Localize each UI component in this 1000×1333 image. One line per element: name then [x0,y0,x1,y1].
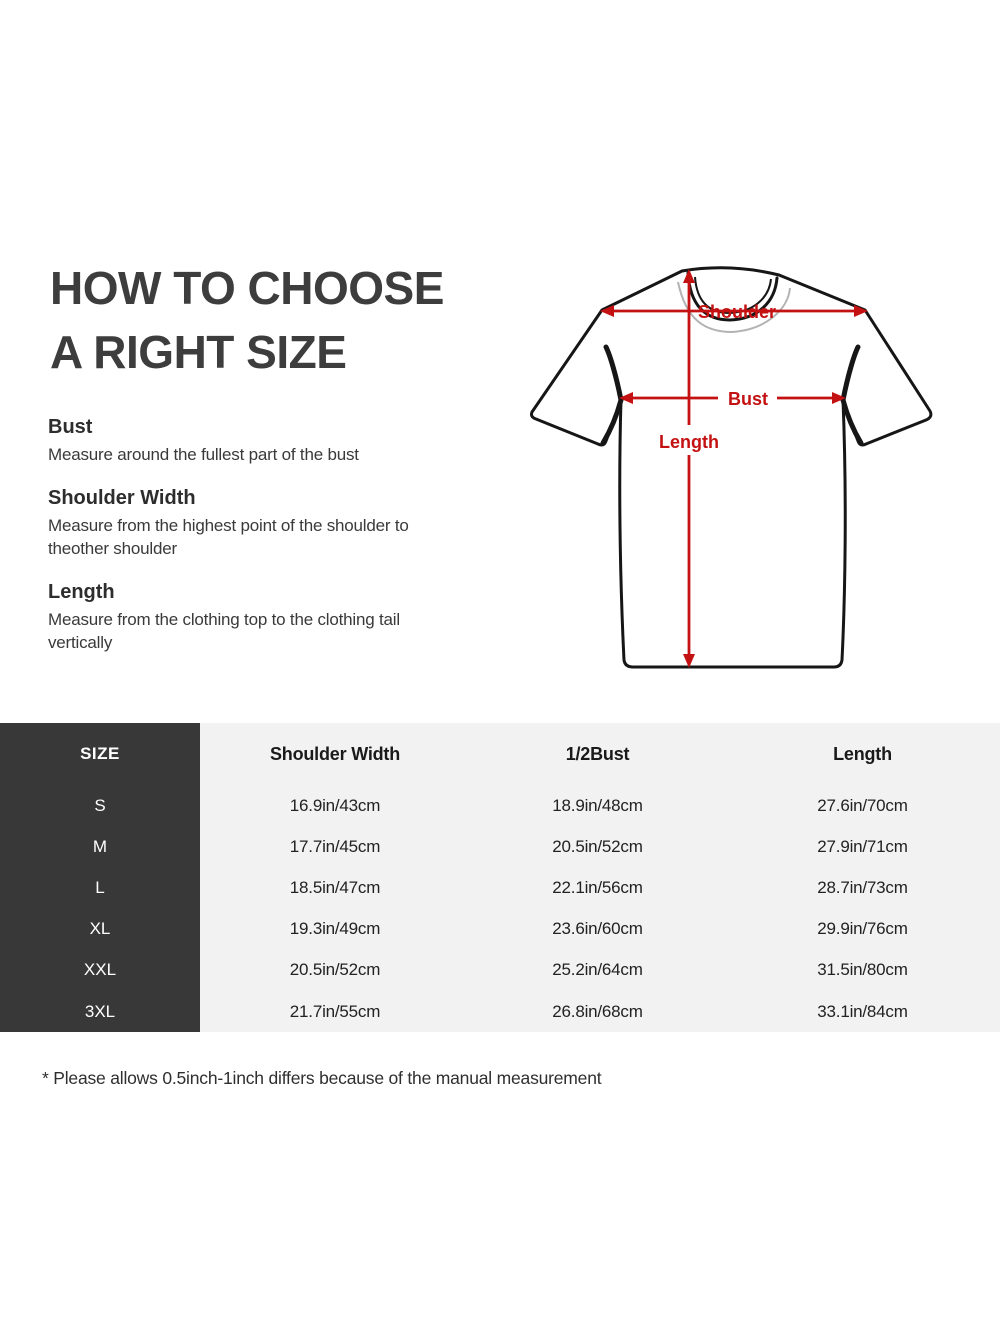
instruction-text: Measure from the clothing top to the clo… [48,610,400,652]
collar-rib [694,276,772,315]
bust-arrow [619,392,846,404]
shoulder-label: Shoulder [698,302,776,322]
size-label: L [0,867,200,909]
size-label: XL [0,908,200,950]
shoulder-value: 18.5in/47cm [200,867,470,909]
header-half-bust: 1/2Bust [470,723,725,785]
tshirt-measurement-diagram: Shoulder Bust Length [530,266,933,669]
instruction-heading: Length [48,581,115,603]
header-length: Length [725,723,1000,785]
shoulder-value: 20.5in/52cm [200,949,470,991]
size-label: XXL [0,949,200,991]
shoulder-value: 17.7in/45cm [200,826,470,868]
half-bust-value: 18.9in/48cm [470,785,725,827]
length-value: 28.7in/73cm [725,867,1000,909]
shoulder-value: 16.9in/43cm [200,785,470,827]
shoulder-arrow [600,305,868,317]
shoulder-value: 21.7in/55cm [200,990,470,1033]
page-title-line1: HOW TO CHOOSE [50,262,444,314]
table-row-xl: XL 19.3in/49cm 23.6in/60cm 29.9in/76cm [0,908,1000,950]
table-row-l: L 18.5in/47cm 22.1in/56cm 28.7in/73cm [0,867,1000,909]
table-row-3xl: 3XL 21.7in/55cm 26.8in/68cm 33.1in/84cm [0,990,1000,1033]
instruction-text: Measure around the fullest part of the b… [48,445,359,464]
half-bust-value: 22.1in/56cm [470,867,725,909]
shoulder-value: 19.3in/49cm [200,908,470,950]
instruction-bust: Bust Measure around the fullest part of … [48,414,420,466]
measure-instructions: Bust Measure around the fullest part of … [48,414,420,673]
table-row-s: S 16.9in/43cm 18.9in/48cm 27.6in/70cm [0,785,1000,827]
half-bust-value: 20.5in/52cm [470,826,725,868]
instruction-heading: Shoulder Width [48,487,196,509]
length-value: 33.1in/84cm [725,990,1000,1033]
size-label: 3XL [0,990,200,1033]
size-table: SIZE Shoulder Width 1/2Bust Length S 16.… [0,723,1000,1033]
left-sleeve-seam [600,344,624,446]
length-value: 27.9in/71cm [725,826,1000,868]
length-label: Length [659,432,719,452]
instruction-heading: Bust [48,416,93,438]
right-sleeve-seam [840,344,864,446]
instruction-shoulder-width: Shoulder Width Measure from the highest … [48,485,420,560]
size-label: M [0,826,200,868]
page-title-line2: A RIGHT SIZE [50,326,347,378]
length-value: 31.5in/80cm [725,949,1000,991]
instruction-length: Length Measure from the clothing top to … [48,579,420,654]
table-row-m: M 17.7in/45cm 20.5in/52cm 27.9in/71cm [0,826,1000,868]
length-arrow [683,269,695,668]
half-bust-value: 26.8in/68cm [470,990,725,1033]
table-row-xxl: XXL 20.5in/52cm 25.2in/64cm 31.5in/80cm [0,949,1000,991]
instruction-text: Measure from the highest point of the sh… [48,516,409,558]
header-shoulder-width: Shoulder Width [200,723,470,785]
header-size: SIZE [0,723,200,785]
bust-label: Bust [728,389,768,409]
length-value: 27.6in/70cm [725,785,1000,827]
half-bust-value: 23.6in/60cm [470,908,725,950]
page-title: HOW TO CHOOSE A RIGHT SIZE [50,256,444,384]
size-label: S [0,785,200,827]
half-bust-value: 25.2in/64cm [470,949,725,991]
size-table-header-row: SIZE Shoulder Width 1/2Bust Length [0,723,1000,785]
tshirt-outline [530,266,933,669]
length-value: 29.9in/76cm [725,908,1000,950]
measurement-disclaimer: * Please allows 0.5inch-1inch differs be… [42,1068,602,1088]
